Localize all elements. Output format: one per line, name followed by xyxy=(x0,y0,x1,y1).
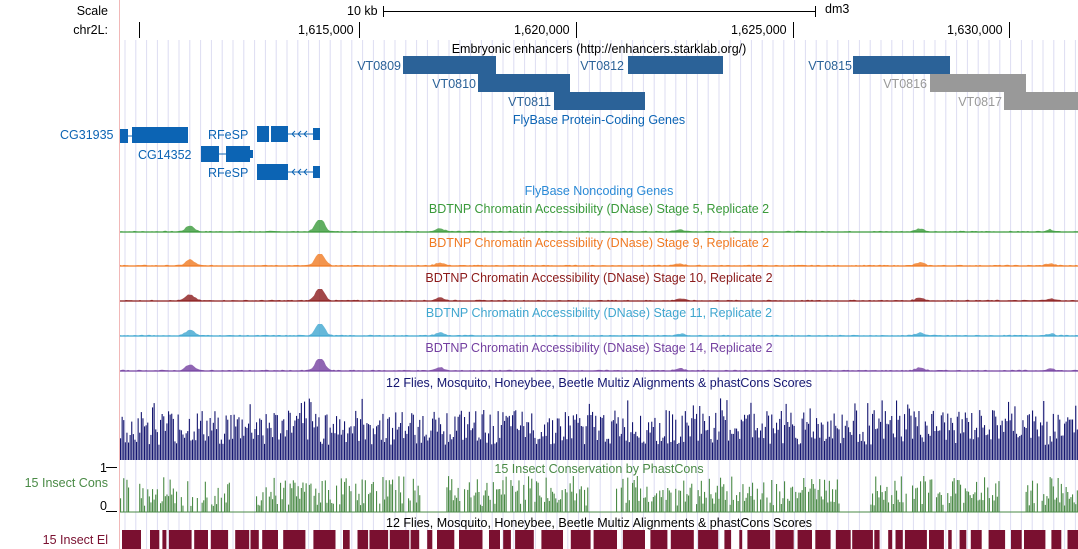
assembly-label: dm3 xyxy=(825,2,850,16)
phastcons-track-title: 15 Insect Conservation by PhastCons xyxy=(494,462,704,476)
dnase-stage5-title: BDTNP Chromatin Accessibility (DNase) St… xyxy=(428,202,770,216)
enhancer-feature[interactable] xyxy=(628,56,723,74)
enhancer-feature[interactable] xyxy=(554,92,645,110)
phastcons-max-tick xyxy=(106,467,117,468)
flybase-noncoding-track-title: FlyBase Noncoding Genes xyxy=(524,184,674,198)
gene-label[interactable]: CG14352 xyxy=(138,148,192,162)
elements-left-label: 15 Insect El xyxy=(42,533,108,547)
chromosome-label: chr2L: xyxy=(73,23,108,37)
gene-model[interactable] xyxy=(257,125,327,145)
phastcons-min-tick xyxy=(106,511,117,512)
dnase-stage10-signal[interactable] xyxy=(120,287,1078,303)
ruler-position: 1,630,000 xyxy=(947,23,1003,37)
gene-model[interactable] xyxy=(257,163,327,183)
phastcons-signal[interactable] xyxy=(120,476,1078,513)
gene-label[interactable]: RFeSP xyxy=(208,128,249,142)
dnase-stage9-signal[interactable] xyxy=(120,252,1078,268)
dnase-stage11-signal[interactable] xyxy=(120,322,1078,338)
ruler-position: 1,615,000 xyxy=(298,23,354,37)
multiz-signal[interactable] xyxy=(120,393,1078,460)
phastcons-min-label: 0 xyxy=(100,499,107,513)
enhancer-label[interactable]: VT0816 xyxy=(883,77,927,91)
ruler-tick xyxy=(576,22,577,38)
flybase-coding-track-title: FlyBase Protein-Coding Genes xyxy=(512,113,686,127)
enhancer-label[interactable]: VT0812 xyxy=(580,59,624,73)
enhancers-track-title: Embryonic enhancers (http://enhancers.st… xyxy=(451,42,747,56)
scale-bar-label: 10 kb xyxy=(347,4,378,18)
conserved-elements[interactable] xyxy=(120,530,1078,549)
ruler-tick xyxy=(359,22,360,38)
ruler-tick xyxy=(793,22,794,38)
enhancer-label[interactable]: VT0815 xyxy=(808,59,852,73)
ruler-position: 1,625,000 xyxy=(731,23,787,37)
left-margin-line xyxy=(119,0,120,549)
phastcons-left-label: 15 Insect Cons xyxy=(24,476,108,490)
enhancer-feature[interactable] xyxy=(403,56,496,74)
dnase-stage10-title: BDTNP Chromatin Accessibility (DNase) St… xyxy=(425,271,773,285)
enhancer-label[interactable]: VT0809 xyxy=(357,59,401,73)
scale-bar xyxy=(383,6,816,17)
gene-model[interactable] xyxy=(120,126,200,146)
enhancer-feature[interactable] xyxy=(478,74,570,92)
dnase-stage9-title: BDTNP Chromatin Accessibility (DNase) St… xyxy=(428,236,770,250)
enhancer-label[interactable]: VT0811 xyxy=(508,95,551,109)
enhancer-feature[interactable] xyxy=(1004,92,1078,110)
gene-model[interactable] xyxy=(201,145,261,165)
gene-label[interactable]: RFeSP xyxy=(208,166,249,180)
gene-label[interactable]: CG31935 xyxy=(60,128,114,142)
ruler-tick xyxy=(1009,22,1010,38)
dnase-stage14-title: BDTNP Chromatin Accessibility (DNase) St… xyxy=(425,341,773,355)
dnase-stage5-signal[interactable] xyxy=(120,218,1078,234)
dnase-stage11-title: BDTNP Chromatin Accessibility (DNase) St… xyxy=(425,306,773,320)
ruler-start-tick xyxy=(139,22,140,38)
ruler-position: 1,620,000 xyxy=(514,23,570,37)
scale-label: Scale xyxy=(76,4,108,18)
phastcons-max-label: 1 xyxy=(100,461,107,475)
enhancer-feature[interactable] xyxy=(930,74,1026,92)
elements-track-title: 12 Flies, Mosquito, Honeybee, Beetle Mul… xyxy=(386,516,812,530)
enhancer-label[interactable]: VT0810 xyxy=(432,77,476,91)
enhancer-feature[interactable] xyxy=(853,56,950,74)
multiz-track-title: 12 Flies, Mosquito, Honeybee, Beetle Mul… xyxy=(386,376,812,390)
dnase-stage14-signal[interactable] xyxy=(120,357,1078,373)
browser-grid xyxy=(124,40,1076,549)
enhancer-label[interactable]: VT0817 xyxy=(958,95,1002,109)
